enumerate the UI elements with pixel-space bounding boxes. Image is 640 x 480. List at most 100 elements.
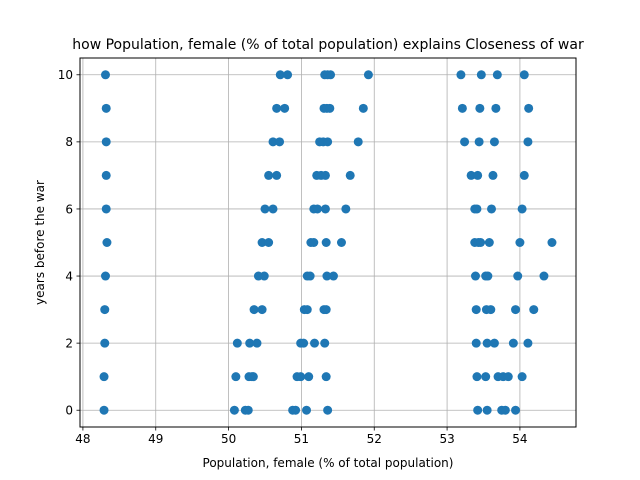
data-point: [260, 204, 270, 214]
data-point: [304, 372, 314, 382]
data-point: [456, 70, 466, 80]
data-point: [326, 70, 336, 80]
data-point: [500, 405, 510, 415]
x-tick-label: 50: [221, 432, 236, 446]
x-tick-label: 52: [367, 432, 382, 446]
data-point: [245, 338, 255, 348]
data-point: [232, 338, 242, 348]
data-point: [323, 405, 333, 415]
data-point: [325, 103, 335, 113]
data-point: [272, 103, 282, 113]
data-point: [353, 137, 363, 147]
data-point: [539, 271, 549, 281]
data-point: [299, 338, 309, 348]
data-point: [484, 238, 494, 247]
data-point: [322, 271, 332, 281]
data-point: [302, 405, 312, 415]
data-point: [529, 305, 539, 315]
data-point: [101, 170, 111, 180]
y-axis-ticks: 0 2 4 6 8 10: [58, 68, 80, 418]
data-point: [476, 238, 486, 247]
data-point: [296, 372, 306, 382]
data-point: [460, 137, 470, 147]
data-point: [321, 305, 331, 315]
x-axis-ticks: 48 49 50 51 52 53 54: [75, 427, 528, 446]
data-point: [482, 405, 492, 415]
x-tick-label: 53: [439, 432, 454, 446]
data-point: [475, 103, 485, 113]
data-point: [358, 103, 368, 113]
data-point: [517, 204, 527, 214]
data-point: [503, 372, 513, 382]
data-point: [511, 405, 521, 415]
data-point: [457, 103, 467, 113]
y-tick-label: 6: [65, 202, 73, 216]
data-point: [310, 338, 320, 348]
data-point: [524, 103, 534, 113]
y-tick-label: 0: [65, 404, 73, 418]
data-point: [99, 405, 109, 415]
data-point: [483, 271, 493, 281]
data-point: [489, 338, 499, 348]
y-tick-label: 2: [65, 336, 73, 350]
data-point: [515, 238, 525, 247]
data-point: [309, 238, 319, 247]
data-point: [302, 305, 312, 315]
data-point: [511, 305, 521, 315]
data-point: [257, 238, 267, 247]
data-point: [519, 170, 529, 180]
data-point: [472, 204, 482, 214]
data-point: [268, 137, 278, 147]
data-point: [101, 137, 111, 147]
data-point: [471, 338, 481, 348]
x-tick-label: 54: [512, 432, 527, 446]
data-point: [513, 271, 523, 281]
data-point: [102, 238, 112, 247]
data-point: [264, 170, 274, 180]
data-point: [320, 338, 330, 348]
data-point: [312, 204, 322, 214]
data-point: [259, 271, 269, 281]
plot-frame: [79, 57, 577, 428]
y-tick-label: 4: [65, 269, 73, 283]
data-point: [363, 70, 373, 80]
x-axis-label: Population, female (% of total populatio…: [203, 456, 454, 470]
data-point: [99, 372, 109, 382]
data-point: [488, 170, 498, 180]
data-point: [466, 170, 476, 180]
data-point: [491, 103, 501, 113]
data-point: [257, 305, 267, 315]
data-point: [100, 271, 110, 281]
data-point: [320, 204, 330, 214]
data-point: [474, 137, 484, 147]
data-point: [523, 338, 533, 348]
data-point: [341, 204, 351, 214]
data-point: [486, 305, 496, 315]
data-point: [519, 70, 529, 80]
data-point: [336, 238, 346, 247]
data-point: [249, 305, 259, 315]
data-point: [229, 405, 239, 415]
data-point: [275, 70, 285, 80]
chart-title: how Population, female (% of total popul…: [72, 37, 584, 53]
data-point: [100, 305, 110, 315]
y-tick-label: 8: [65, 135, 73, 149]
data-point: [471, 305, 481, 315]
data-point: [481, 372, 491, 382]
data-point: [476, 70, 486, 80]
data-point: [321, 372, 331, 382]
data-point: [345, 170, 355, 180]
data-point: [275, 137, 285, 147]
data-point: [243, 405, 253, 415]
data-point: [470, 271, 480, 281]
data-point: [323, 137, 333, 147]
data-point: [305, 271, 315, 281]
data-point: [272, 170, 282, 180]
y-axis-label: years before the war: [33, 180, 47, 305]
data-point: [283, 70, 293, 80]
data-point: [482, 338, 492, 348]
data-point: [328, 271, 338, 281]
data-point: [523, 137, 533, 147]
